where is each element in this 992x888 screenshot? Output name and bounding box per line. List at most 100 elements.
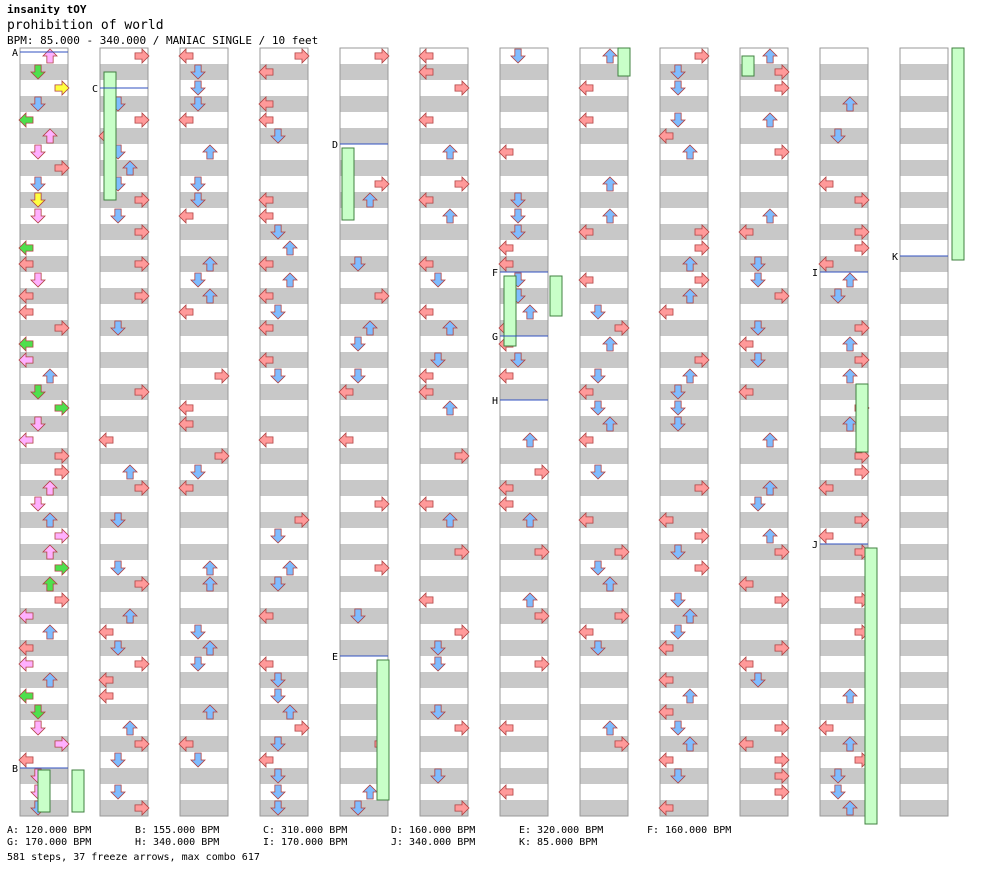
step-arrow <box>830 768 846 784</box>
step-arrow <box>202 256 218 272</box>
step-arrow <box>418 256 434 272</box>
step-arrow <box>658 800 674 816</box>
column-stripe <box>900 160 948 176</box>
column-stripe <box>260 448 308 464</box>
step-arrow <box>178 416 194 432</box>
step-arrow <box>854 464 870 480</box>
column-stripe <box>180 416 228 432</box>
column-stripe <box>260 640 308 656</box>
column-stripe <box>180 512 228 528</box>
column-stripe <box>580 672 628 688</box>
step-arrow <box>694 528 710 544</box>
bpm-change-label: A <box>12 48 18 59</box>
column-stripe <box>820 224 868 240</box>
step-arrow <box>818 256 834 272</box>
step-arrow <box>214 368 230 384</box>
step-arrow <box>694 240 710 256</box>
chart-column <box>899 47 949 817</box>
step-arrow <box>774 640 790 656</box>
step-arrow <box>510 224 526 240</box>
step-arrow <box>670 384 686 400</box>
step-arrow <box>270 768 286 784</box>
step-arrow <box>294 48 310 64</box>
column-stripe <box>20 288 68 304</box>
step-arrow <box>454 80 470 96</box>
step-arrow <box>30 720 46 736</box>
column-stripe <box>420 416 468 432</box>
step-arrow <box>42 544 58 560</box>
freeze-arrow <box>549 275 563 317</box>
column-stripe <box>740 128 788 144</box>
song-title: prohibition of world <box>7 18 164 33</box>
step-arrow <box>774 720 790 736</box>
freeze-arrow <box>376 659 390 801</box>
step-arrow <box>338 432 354 448</box>
column-stripe <box>420 480 468 496</box>
column-stripe <box>100 480 148 496</box>
column-stripe <box>20 640 68 656</box>
step-arrow <box>442 320 458 336</box>
step-arrow <box>134 656 150 672</box>
column-stripe <box>340 544 388 560</box>
step-arrow <box>258 608 274 624</box>
step-arrow <box>670 720 686 736</box>
bpm-change-label: J <box>812 540 818 551</box>
step-arrow <box>30 384 46 400</box>
column-stripe <box>420 288 468 304</box>
step-arrow <box>738 336 754 352</box>
step-arrow <box>54 560 70 576</box>
step-arrow <box>670 768 686 784</box>
column-stripe <box>500 608 548 624</box>
column-stripe <box>900 416 948 432</box>
column-stripe <box>420 192 468 208</box>
step-arrow <box>350 256 366 272</box>
step-arrow <box>602 576 618 592</box>
column-stripe <box>660 512 708 528</box>
column-stripe <box>100 352 148 368</box>
column-stripe <box>20 256 68 272</box>
step-arrow <box>682 256 698 272</box>
step-arrow <box>178 736 194 752</box>
step-arrow <box>522 512 538 528</box>
column-stripe <box>500 384 548 400</box>
step-arrow <box>30 192 46 208</box>
step-arrow <box>18 288 34 304</box>
step-arrow <box>774 768 790 784</box>
step-arrow <box>578 384 594 400</box>
column-stripe <box>340 384 388 400</box>
step-arrow <box>258 256 274 272</box>
step-arrow <box>578 624 594 640</box>
step-arrow <box>18 656 34 672</box>
step-arrow <box>430 704 446 720</box>
step-arrow <box>110 752 126 768</box>
bpm-legend-j: J: 340.000 BPM <box>391 837 476 848</box>
column-stripe <box>500 544 548 560</box>
bpm-legend-c: C: 310.000 BPM <box>263 825 348 836</box>
column-stripe <box>900 704 948 720</box>
step-arrow <box>134 192 150 208</box>
step-arrow <box>602 336 618 352</box>
chart-column <box>419 47 469 817</box>
column-stripe <box>740 640 788 656</box>
column-stripe <box>340 448 388 464</box>
step-arrow <box>454 176 470 192</box>
column-stripe <box>100 448 148 464</box>
step-arrow <box>658 640 674 656</box>
column-stripe <box>260 544 308 560</box>
step-arrow <box>498 240 514 256</box>
column-stripe <box>420 224 468 240</box>
column-stripe <box>660 352 708 368</box>
step-arrow <box>590 368 606 384</box>
step-arrow <box>510 48 526 64</box>
column-stripe <box>500 448 548 464</box>
column-stripe <box>740 288 788 304</box>
step-arrow <box>854 224 870 240</box>
step-arrow <box>178 304 194 320</box>
step-arrow <box>774 784 790 800</box>
step-arrow <box>134 384 150 400</box>
bpm-change-label: B <box>12 764 18 775</box>
column-stripe <box>20 320 68 336</box>
step-arrow <box>258 320 274 336</box>
column-stripe <box>900 192 948 208</box>
step-arrow <box>774 592 790 608</box>
